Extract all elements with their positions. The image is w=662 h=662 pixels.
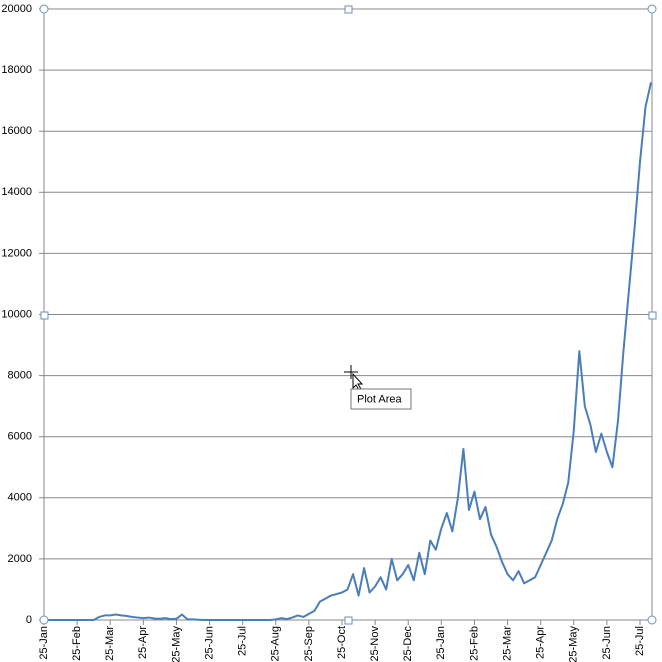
x-tick-label: 25-Jul xyxy=(237,626,249,656)
x-tick-label: 25-Jun xyxy=(601,626,613,660)
x-tick-label: 25-May xyxy=(170,626,182,662)
handle[interactable] xyxy=(647,615,657,625)
x-tick-label: 25-Sep xyxy=(303,626,315,661)
x-tick-label: 25-Oct xyxy=(336,626,348,659)
tooltip-text: Plot Area xyxy=(357,393,403,405)
handle[interactable] xyxy=(648,311,657,320)
y-tick-label: 18000 xyxy=(1,64,32,76)
y-tick-label: 10000 xyxy=(1,308,32,320)
x-tick-label: 25-Dec xyxy=(402,626,414,662)
y-tick-label: 4000 xyxy=(8,492,32,504)
x-tick-label: 25-May xyxy=(568,626,580,662)
x-tick-label: 25-Jun xyxy=(203,626,215,660)
x-tick-label: 25-Jan xyxy=(38,626,50,660)
handle[interactable] xyxy=(39,4,49,14)
handle[interactable] xyxy=(344,616,353,625)
x-tick-label: 25-Aug xyxy=(270,626,282,661)
y-tick-label: 6000 xyxy=(8,431,32,443)
x-tick-label: 25-Nov xyxy=(369,626,381,662)
x-tick-label: 25-Jul xyxy=(634,626,646,656)
handle[interactable] xyxy=(647,4,657,14)
y-tick-label: 8000 xyxy=(8,370,32,382)
x-tick-label: 25-Feb xyxy=(71,626,83,661)
y-tick-label: 14000 xyxy=(1,186,32,198)
x-tick-label: 25-Apr xyxy=(137,626,149,659)
y-tick-label: 12000 xyxy=(1,247,32,259)
x-tick-label: 25-Mar xyxy=(104,626,116,661)
x-tick-label: 25-Feb xyxy=(468,626,480,661)
handle[interactable] xyxy=(40,311,49,320)
y-tick-label: 0 xyxy=(26,614,32,626)
move-cursor xyxy=(344,365,364,391)
handle[interactable] xyxy=(39,615,49,625)
handle[interactable] xyxy=(344,5,353,14)
x-tick-label: 25-Jan xyxy=(435,626,447,660)
tooltip xyxy=(350,388,412,410)
data-line xyxy=(44,82,653,621)
y-tick-label: 2000 xyxy=(8,553,32,565)
x-tick-label: 25-Apr xyxy=(535,626,547,659)
y-tick-label: 20000 xyxy=(1,3,32,15)
y-tick-label: 16000 xyxy=(1,125,32,137)
selection-handles xyxy=(39,4,657,625)
x-tick-label: 25-Mar xyxy=(501,626,513,661)
